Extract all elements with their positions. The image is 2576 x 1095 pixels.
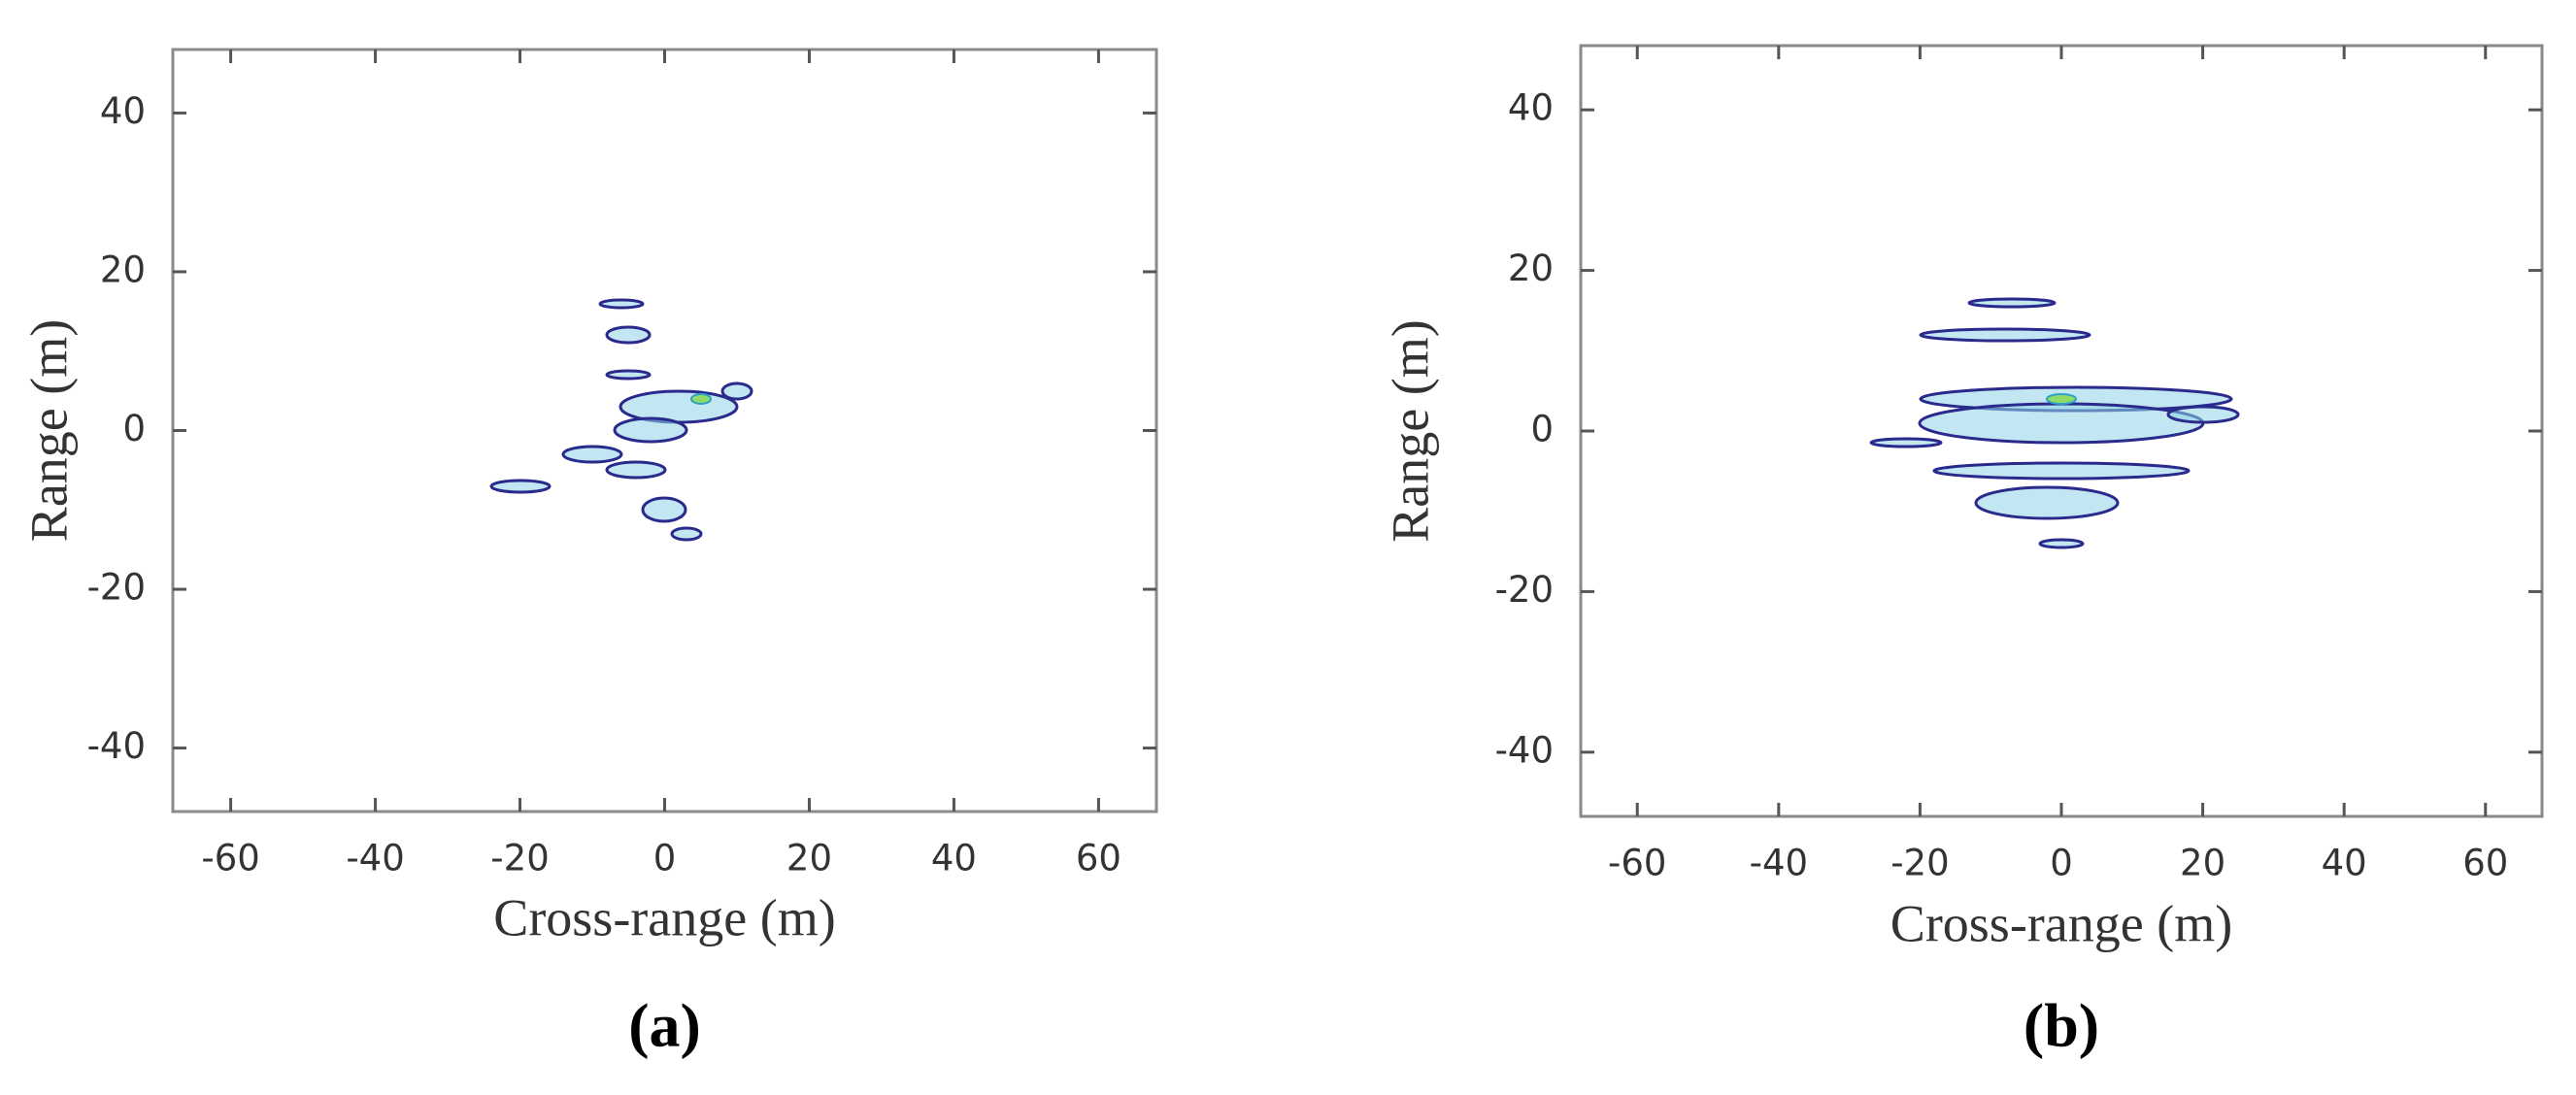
x-tick-label: 0 <box>653 838 677 879</box>
x-tick-label: -60 <box>201 838 259 879</box>
caption: (b) <box>2024 991 2099 1060</box>
image-a <box>489 298 753 542</box>
x-tick-label: 60 <box>1076 838 1121 879</box>
x-tick-label: 40 <box>931 838 977 879</box>
x-tick-label: 40 <box>2322 843 2367 884</box>
x-tick-label: -20 <box>490 838 549 879</box>
y-tick-label: 0 <box>1530 409 1554 450</box>
y-tick-label: -40 <box>1495 729 1554 771</box>
image-b <box>1869 297 2240 549</box>
x-tick-label: -60 <box>1608 843 1666 884</box>
y-tick-label: 40 <box>100 90 146 132</box>
x-tick-label: 0 <box>2050 843 2073 884</box>
y-tick-label: -20 <box>87 567 146 609</box>
x-axis-label: Cross-range (m) <box>1890 894 2232 952</box>
x-tick-label: -40 <box>346 838 404 879</box>
x-tick-label: -40 <box>1750 843 1808 884</box>
x-tick-label: 20 <box>2180 843 2225 884</box>
y-tick-label: 20 <box>1508 248 1554 289</box>
y-tick-label: 20 <box>100 249 146 290</box>
y-axis-label: Range (m) <box>1381 319 1439 542</box>
y-tick-label: -40 <box>87 725 146 767</box>
x-tick-label: 60 <box>2462 843 2508 884</box>
x-axis-label: Cross-range (m) <box>493 888 835 946</box>
y-tick-label: 0 <box>122 408 146 449</box>
x-tick-label: 20 <box>786 838 832 879</box>
y-tick-label: 40 <box>1508 87 1554 129</box>
y-tick-label: -20 <box>1495 569 1554 611</box>
caption: (a) <box>628 991 701 1060</box>
x-tick-label: -20 <box>1890 843 1949 884</box>
y-axis-label: Range (m) <box>19 319 78 542</box>
